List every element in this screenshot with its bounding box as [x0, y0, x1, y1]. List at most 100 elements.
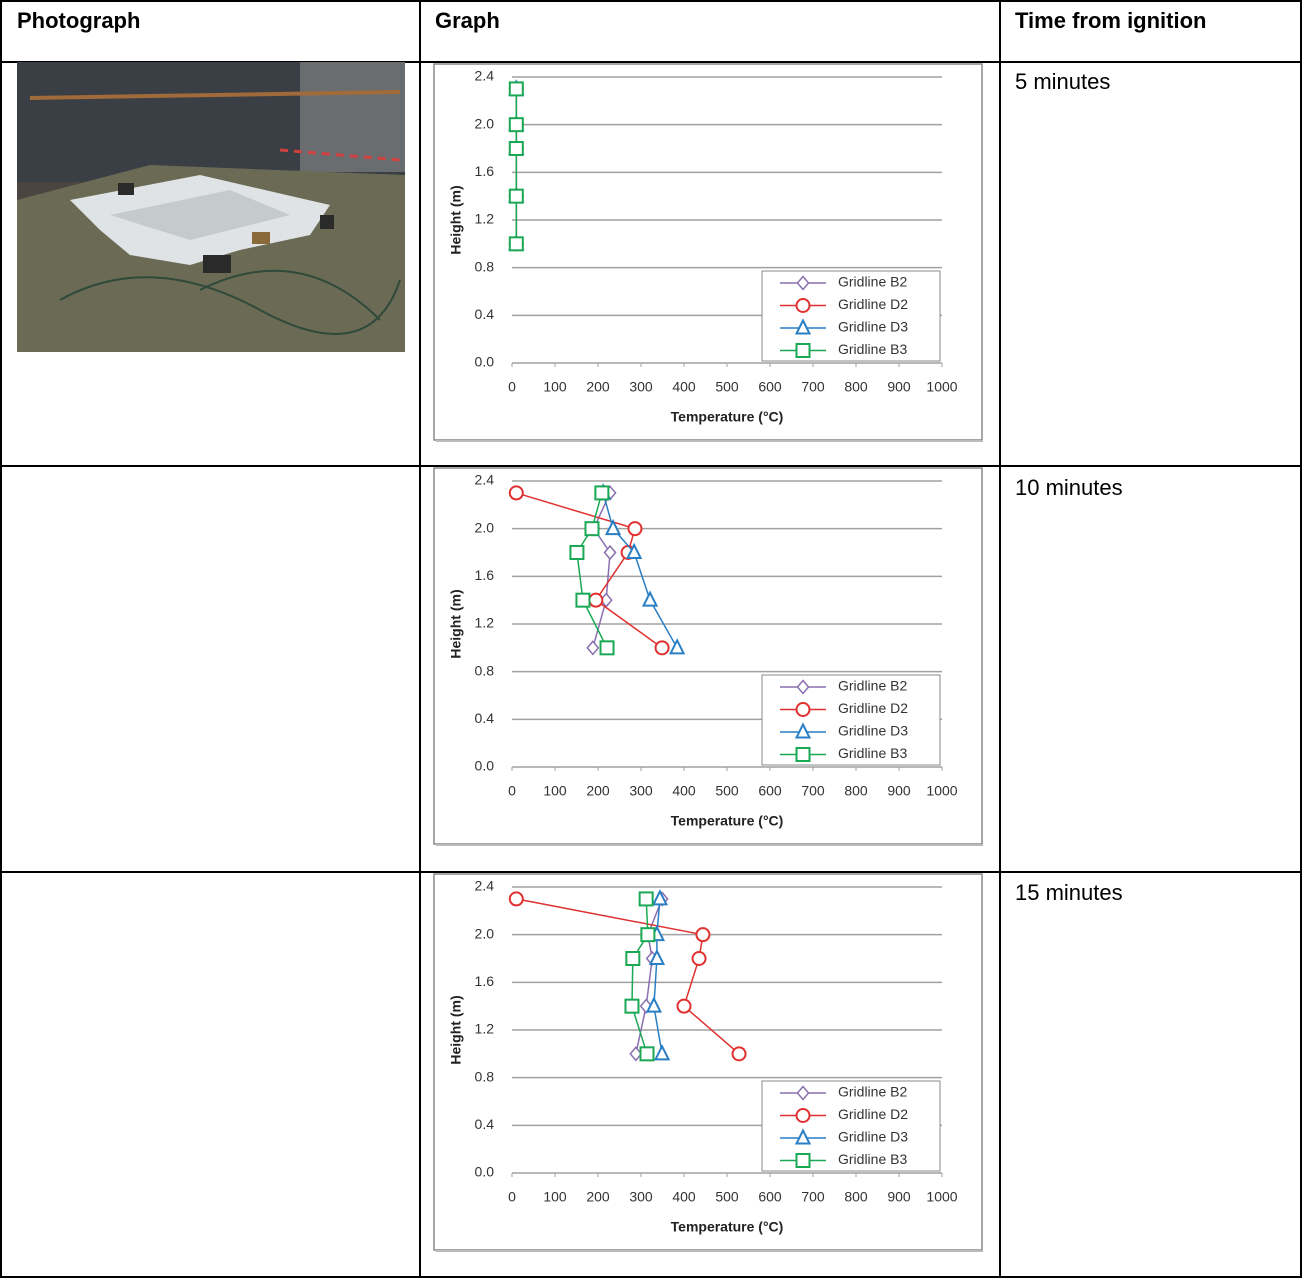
time-cell: 15 minutes [1015, 880, 1123, 905]
header-cell: Graph [435, 8, 500, 33]
legend-label: Gridline B2 [838, 274, 907, 290]
legend-label: Gridline D3 [838, 319, 908, 335]
legend-label: Gridline B2 [838, 1084, 907, 1100]
marker [691, 951, 707, 966]
x-tick-label: 900 [887, 783, 911, 799]
y-tick-label: 2.0 [475, 115, 495, 131]
marker [508, 891, 524, 907]
legend-label: Gridline D3 [838, 723, 908, 739]
legend-label: Gridline B2 [838, 678, 907, 694]
y-tick-label: 1.6 [475, 973, 495, 989]
y-tick-label: 0.0 [475, 354, 495, 370]
marker [594, 485, 610, 501]
marker [795, 702, 811, 717]
marker [669, 638, 686, 655]
x-tick-label: 800 [844, 1189, 868, 1205]
y-tick-label: 1.2 [475, 615, 495, 631]
x-tick-label: 0 [508, 379, 516, 395]
marker [604, 518, 622, 536]
x-tick-label: 400 [672, 1189, 696, 1205]
marker [508, 188, 524, 204]
x-tick-label: 900 [887, 1189, 911, 1205]
y-tick-label: 0.4 [475, 710, 495, 726]
x-tick-label: 800 [844, 379, 868, 395]
marker [645, 996, 663, 1013]
marker [794, 1128, 812, 1145]
x-tick-label: 600 [758, 1189, 782, 1205]
legend-label: Gridline B3 [838, 341, 907, 357]
marker [796, 275, 810, 291]
y-tick-label: 2.4 [475, 878, 495, 894]
y-tick-label: 0.0 [475, 1164, 495, 1180]
x-tick-label: 200 [586, 379, 610, 395]
x-tick-label: 900 [887, 379, 911, 395]
x-tick-label: 700 [801, 379, 825, 395]
marker [638, 891, 654, 907]
marker [795, 1153, 811, 1168]
marker [654, 640, 670, 656]
marker [603, 544, 617, 561]
marker [640, 927, 656, 943]
marker [794, 722, 812, 739]
x-tick-label: 500 [715, 379, 739, 395]
x-tick-label: 100 [543, 1189, 567, 1205]
marker [796, 1085, 810, 1101]
x-tick-label: 700 [801, 1189, 825, 1205]
marker [508, 141, 524, 156]
x-tick-label: 500 [715, 783, 739, 799]
y-tick-label: 0.4 [475, 1116, 495, 1132]
marker [508, 236, 524, 252]
marker [508, 117, 524, 133]
marker [584, 521, 600, 537]
x-tick-label: 200 [586, 783, 610, 799]
legend-label: Gridline D2 [838, 700, 908, 716]
x-tick-label: 600 [758, 783, 782, 799]
marker [651, 889, 669, 906]
x-tick-label: 300 [629, 783, 653, 799]
time-cell: 10 minutes [1015, 475, 1123, 500]
marker [796, 679, 810, 695]
x-tick-label: 0 [508, 783, 516, 799]
marker [794, 318, 812, 335]
marker [695, 927, 711, 943]
x-tick-label: 300 [629, 1189, 653, 1205]
marker [508, 81, 524, 97]
marker [641, 590, 659, 607]
marker [627, 521, 643, 537]
legend-box [761, 1080, 941, 1172]
chart-frame [433, 467, 983, 845]
x-axis-label: Temperature (°C) [671, 813, 784, 829]
x-axis-label: Temperature (°C) [671, 409, 784, 425]
y-axis-label: Height (m) [448, 185, 464, 254]
y-tick-label: 1.6 [475, 163, 495, 179]
y-tick-label: 1.2 [475, 1021, 495, 1037]
chart-frame [433, 63, 983, 441]
marker [588, 592, 604, 608]
photograph [17, 62, 405, 352]
x-tick-label: 0 [508, 1189, 516, 1205]
x-tick-label: 1000 [926, 1189, 957, 1205]
y-tick-label: 0.8 [475, 258, 495, 274]
header-cell: Time from ignition [1015, 8, 1206, 33]
marker [625, 951, 641, 966]
legend-box [761, 674, 941, 766]
x-tick-label: 1000 [926, 783, 957, 799]
x-tick-label: 300 [629, 379, 653, 395]
y-tick-label: 2.0 [475, 925, 495, 941]
legend-box [761, 270, 941, 362]
marker [639, 1046, 655, 1062]
legend-label: Gridline B3 [838, 745, 907, 761]
x-tick-label: 700 [801, 783, 825, 799]
marker [629, 1046, 643, 1062]
marker [795, 298, 811, 313]
x-tick-label: 500 [715, 1189, 739, 1205]
x-tick-label: 400 [672, 379, 696, 395]
marker [624, 998, 640, 1014]
x-tick-label: 800 [844, 783, 868, 799]
marker [599, 640, 615, 656]
y-tick-label: 0.8 [475, 662, 495, 678]
x-axis-label: Temperature (°C) [671, 1219, 784, 1235]
